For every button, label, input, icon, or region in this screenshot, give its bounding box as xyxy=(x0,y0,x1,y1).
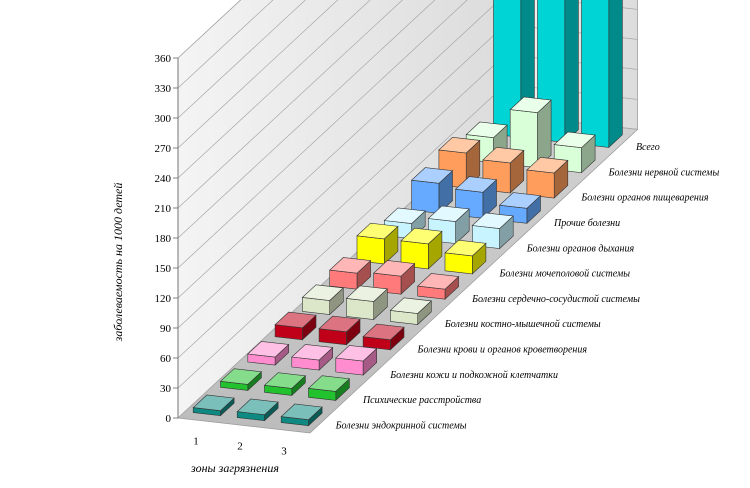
y-axis-label: заболеваемость на 1000 детей xyxy=(111,183,125,343)
bar xyxy=(438,136,481,189)
series-label: Болезни костно-мышечной системы xyxy=(444,319,601,330)
y-tick-label: 210 xyxy=(155,203,172,215)
bar xyxy=(318,315,361,346)
y-tick-label: 30 xyxy=(160,383,172,395)
y-tick-label: 270 xyxy=(155,143,172,155)
series-labels: Болезни эндокринной системы Психические р… xyxy=(335,142,720,431)
series-label: Психические расстройства xyxy=(362,395,481,406)
y-tick-label: 150 xyxy=(155,263,172,275)
y-tick-label: 330 xyxy=(155,83,172,95)
series-label: Болезни сердечно-сосудистой системы xyxy=(471,294,640,305)
bar xyxy=(493,0,535,139)
bar xyxy=(280,403,323,427)
series-label: Всего xyxy=(636,142,660,153)
bar xyxy=(236,398,279,422)
series-label: Болезни органов дыхания xyxy=(526,243,635,254)
y-tick-label: 60 xyxy=(160,353,172,365)
x-tick-label: 2 xyxy=(237,441,243,453)
x-axis-ticks: 1 2 3 xyxy=(193,436,287,458)
series-label: Болезни органов пищеварения xyxy=(580,193,709,204)
gridline xyxy=(177,0,468,269)
y-tick-label: 180 xyxy=(155,233,172,245)
series-label: Болезни нервной системы xyxy=(608,167,720,178)
bar xyxy=(291,344,334,371)
bar xyxy=(389,297,432,326)
bar xyxy=(400,227,443,270)
y-axis-ticks: 0 30 60 90 120 150 180 210 240 270 300 330 360 xyxy=(155,53,179,425)
bar xyxy=(410,167,454,214)
bar xyxy=(263,372,307,397)
y-tick-label: 90 xyxy=(160,323,172,335)
series-label: Болезни кожи и подкожной клетчатки xyxy=(389,370,558,381)
bar xyxy=(417,273,460,300)
y-tick-label: 300 xyxy=(155,113,172,125)
y-tick-label: 0 xyxy=(166,413,172,425)
bar xyxy=(301,284,344,316)
y-tick-label: 120 xyxy=(155,293,172,305)
y-tick-label: 360 xyxy=(155,53,172,65)
series-label: Болезни мочеполовой системы xyxy=(498,269,630,280)
bar xyxy=(247,341,290,366)
bar xyxy=(526,156,569,199)
bar xyxy=(192,394,235,417)
bar xyxy=(471,212,514,250)
series-label: Болезни эндокринной системы xyxy=(335,420,467,431)
x-axis-label: зоны загрязнения xyxy=(190,461,279,475)
bar xyxy=(329,257,372,290)
series-label: Прочие болезни xyxy=(553,218,620,229)
bar xyxy=(444,239,487,275)
bar xyxy=(356,222,399,265)
bar xyxy=(335,345,378,376)
bar xyxy=(274,311,317,341)
gridline xyxy=(177,0,403,209)
gridline xyxy=(177,0,339,149)
gridline xyxy=(177,0,306,119)
bar xyxy=(581,0,623,149)
bar xyxy=(345,285,388,321)
bar xyxy=(307,375,351,402)
x-tick-label: 3 xyxy=(281,446,287,458)
bar xyxy=(362,323,405,351)
series-label: Болезни крови и органов кроветворения xyxy=(417,344,588,355)
x-tick-label: 1 xyxy=(193,436,199,448)
gridline xyxy=(177,0,371,179)
bar xyxy=(498,192,542,224)
bar xyxy=(219,368,263,392)
gridline xyxy=(177,0,436,239)
y-tick-label: 240 xyxy=(155,173,172,185)
bars xyxy=(192,0,623,427)
